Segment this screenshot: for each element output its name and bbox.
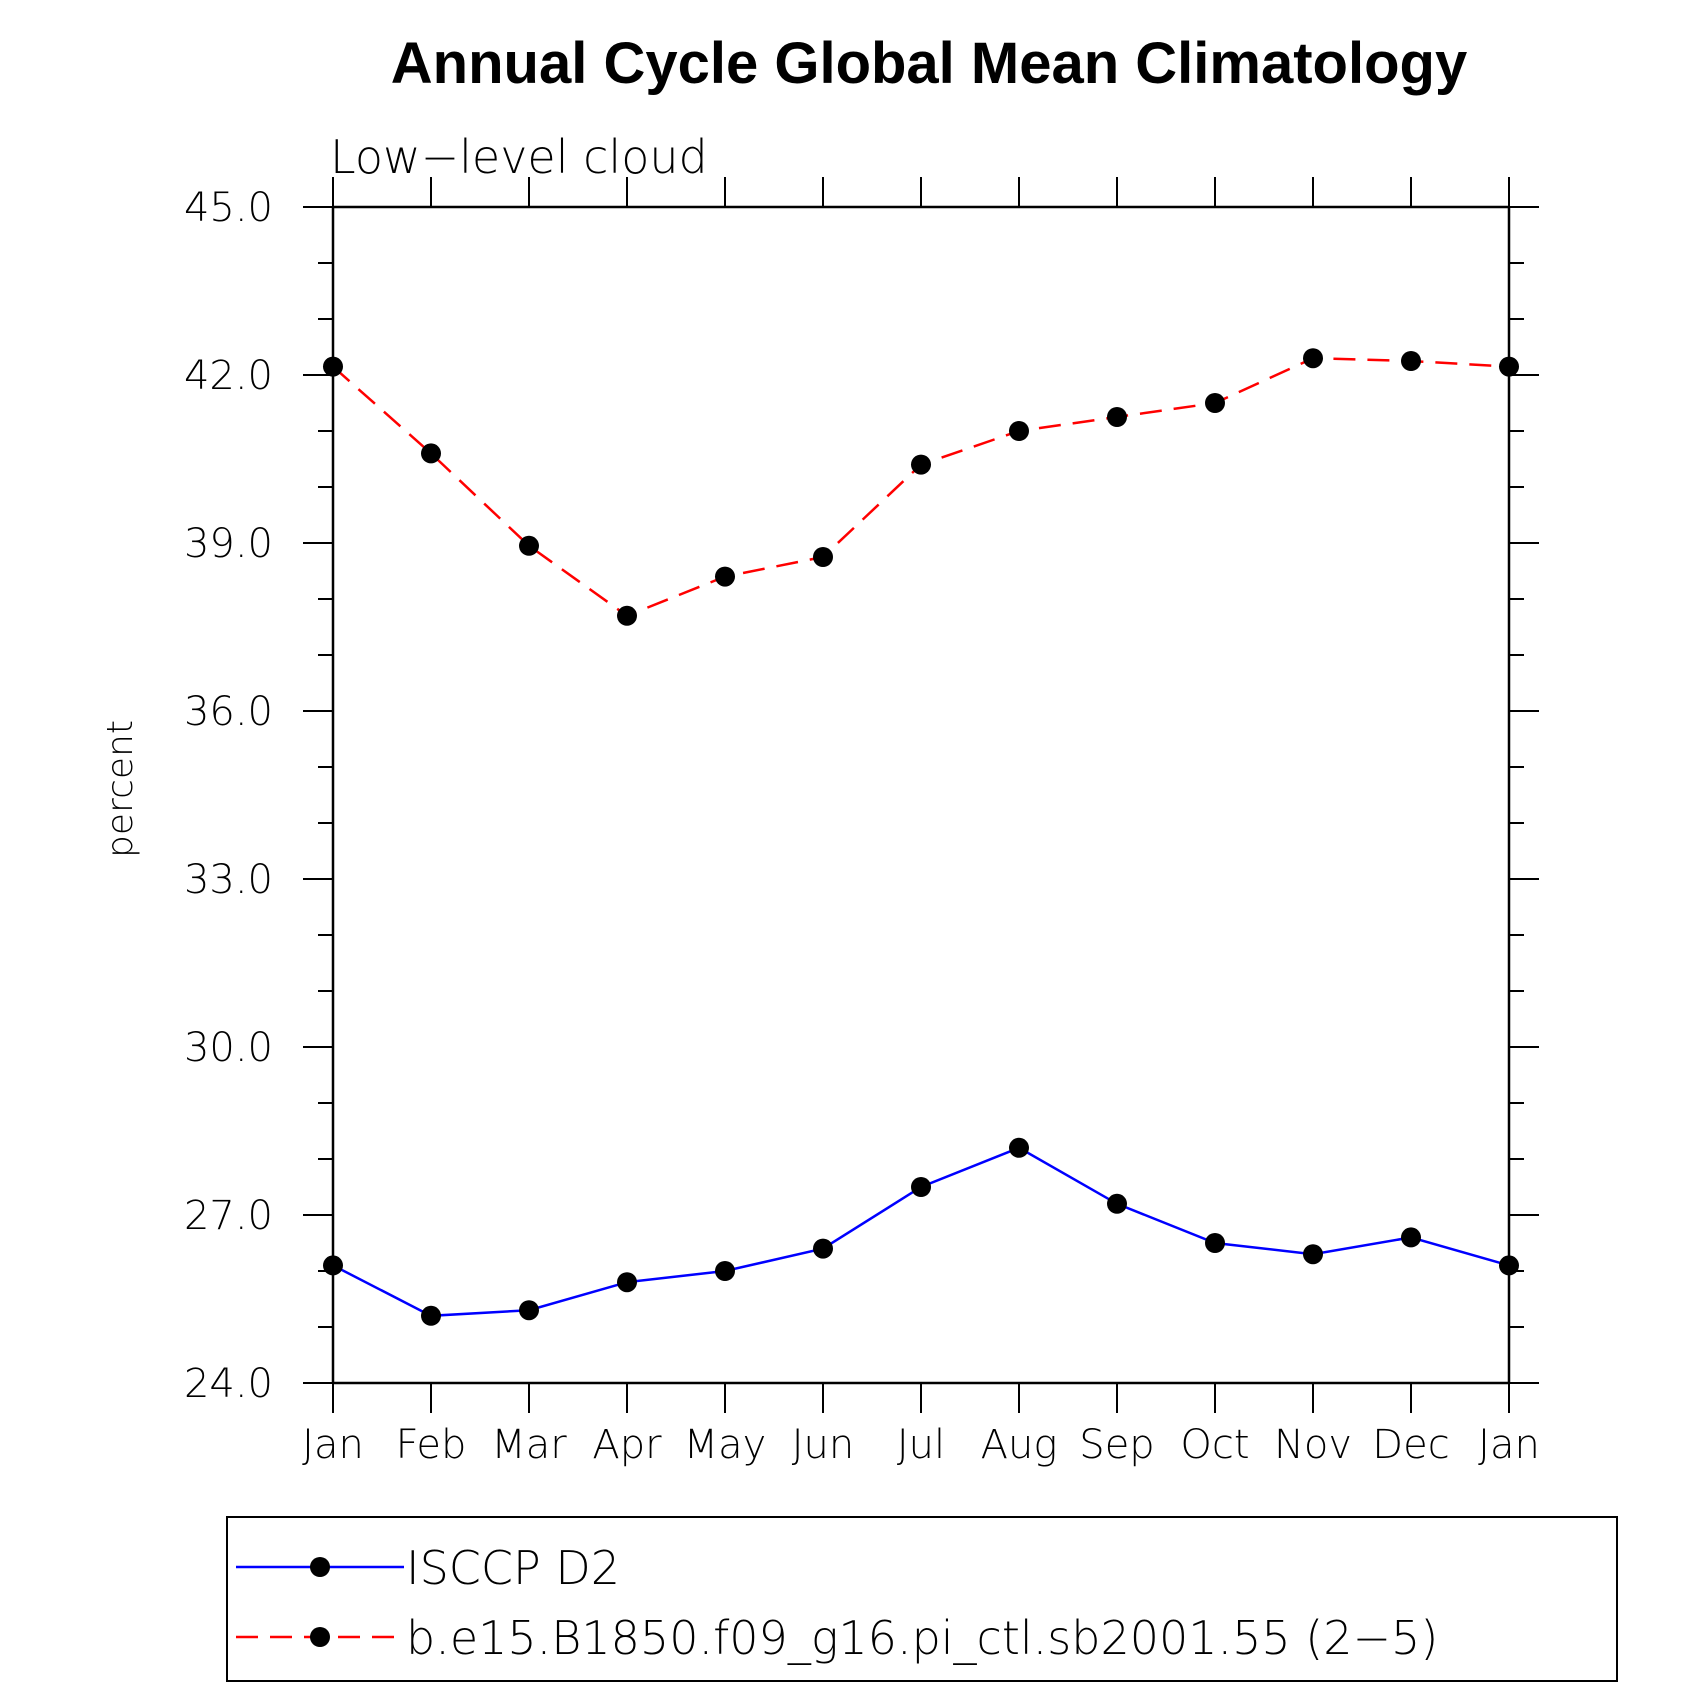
x-tick-label: Feb: [396, 1422, 467, 1468]
data-point: [519, 1300, 539, 1321]
data-point: [617, 1272, 637, 1293]
series-0: [323, 1137, 1519, 1326]
legend-marker-model: [310, 1627, 330, 1647]
x-tick-label: Aug: [981, 1422, 1058, 1468]
x-tick-label: Oct: [1180, 1422, 1249, 1468]
data-point: [1107, 1193, 1127, 1214]
data-point: [1499, 356, 1519, 377]
data-point: [1205, 393, 1225, 413]
data-point: [911, 1177, 931, 1197]
data-point: [1009, 1137, 1029, 1158]
series-line: [332, 1146, 1510, 1318]
x-tick-label: Sep: [1079, 1422, 1154, 1468]
series-line: [332, 356, 1510, 618]
x-tick-label: Apr: [592, 1422, 662, 1468]
y-tick-label: 27.0: [184, 1193, 273, 1239]
x-tick-label: Jan: [302, 1422, 364, 1468]
data-point: [1401, 1227, 1421, 1248]
data-point: [323, 1255, 343, 1276]
data-point: [813, 1238, 833, 1259]
data-point: [323, 356, 343, 377]
x-tick-label: Jun: [792, 1422, 855, 1468]
x-tick-label: Dec: [1372, 1422, 1449, 1468]
chart-title: Annual Cycle Global Mean Climatology: [391, 31, 1467, 96]
legend-label-isccp: ISCCP D2: [406, 1541, 620, 1595]
series-1: [323, 348, 1519, 626]
x-tick-label: Nov: [1274, 1422, 1352, 1468]
data-point: [1107, 407, 1127, 427]
legend-box: [226, 1516, 1618, 1682]
data-point: [1303, 1244, 1323, 1265]
data-point: [1009, 421, 1029, 441]
y-tick-label: 30.0: [184, 1025, 273, 1071]
data-point: [715, 1261, 735, 1281]
data-point: [813, 547, 833, 567]
legend: ISCCP D2 b.e15.B1850.f09_g16.pi_ctl.sb20…: [226, 1516, 1618, 1682]
legend-marker-isccp: [310, 1557, 330, 1577]
plot-axes: 24.0 27.0 30.0 33.0 36.0 39.0 42.0 45.0 Jan Feb Ma…: [184, 177, 1540, 1468]
data-point: [617, 605, 637, 626]
data-point: [1401, 351, 1421, 371]
y-tick-label: 33.0: [184, 857, 273, 903]
data-point: [911, 454, 931, 475]
data-point: [519, 535, 539, 556]
x-tick-label: Jul: [897, 1422, 945, 1468]
x-tick-label: Mar: [491, 1422, 567, 1468]
x-tick-label: Jan: [1478, 1422, 1540, 1468]
y-tick-label: 42.0: [184, 353, 273, 399]
data-point: [1303, 348, 1323, 369]
data-point: [421, 1305, 441, 1326]
legend-label-model: b.e15.B1850.f09_g16.pi_ctl.sb2001.55 (2−…: [406, 1611, 1438, 1665]
data-point: [1205, 1233, 1225, 1253]
y-axis-label: percent: [100, 720, 141, 858]
y-tick-label: 36.0: [184, 689, 273, 735]
y-tick-label: 39.0: [184, 521, 273, 567]
chart-subtitle: Low−level cloud: [330, 130, 708, 184]
y-tick-label: 24.0: [184, 1361, 273, 1407]
data-point: [1499, 1255, 1519, 1276]
series-layer: [323, 348, 1519, 1326]
y-tick-label: 45.0: [184, 185, 273, 231]
data-point: [421, 443, 441, 464]
data-point: [715, 566, 735, 587]
x-tick-label: May: [684, 1422, 767, 1468]
